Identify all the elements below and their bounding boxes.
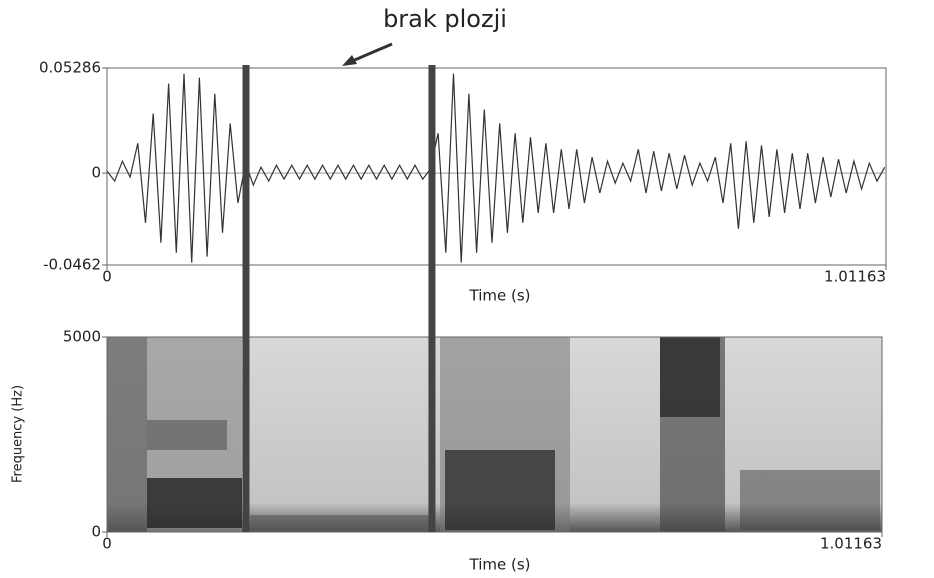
x-axis-label: Time (s)	[469, 287, 531, 305]
y-tick-label: 5000	[63, 328, 101, 346]
y-tick-label: 0.05286	[39, 59, 101, 77]
x-axis-label: Time (s)	[469, 556, 531, 574]
y-tick-label: 0	[91, 523, 101, 541]
y-axis-label: Frequency (Hz)	[11, 385, 26, 483]
x-tick-label: 1.01163	[824, 268, 886, 286]
x-tick-label: 1.01163	[820, 535, 882, 553]
spectrogram-image	[107, 337, 882, 532]
segment-marker	[428, 65, 435, 532]
y-tick-label: -0.0462	[43, 256, 101, 274]
waveform	[107, 74, 885, 263]
y-tick-label: 0	[91, 164, 101, 182]
figure: brak plozji Time (s) Time (s) Frequency …	[0, 0, 934, 574]
annotation-arrow	[350, 44, 392, 62]
x-tick-label: 0	[102, 535, 112, 553]
segment-marker	[242, 65, 249, 532]
x-tick-label: 0	[102, 268, 112, 286]
annotation-arrowhead	[342, 55, 357, 66]
annotation: brak plozji	[383, 5, 507, 33]
page: {"chart_data": [ {"type": "line", "annot…	[0, 0, 934, 574]
